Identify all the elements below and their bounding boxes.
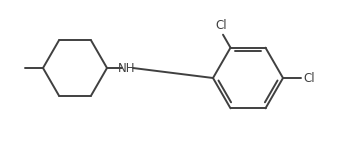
Text: Cl: Cl (303, 72, 315, 84)
Text: NH: NH (118, 61, 136, 75)
Text: Cl: Cl (215, 19, 227, 32)
